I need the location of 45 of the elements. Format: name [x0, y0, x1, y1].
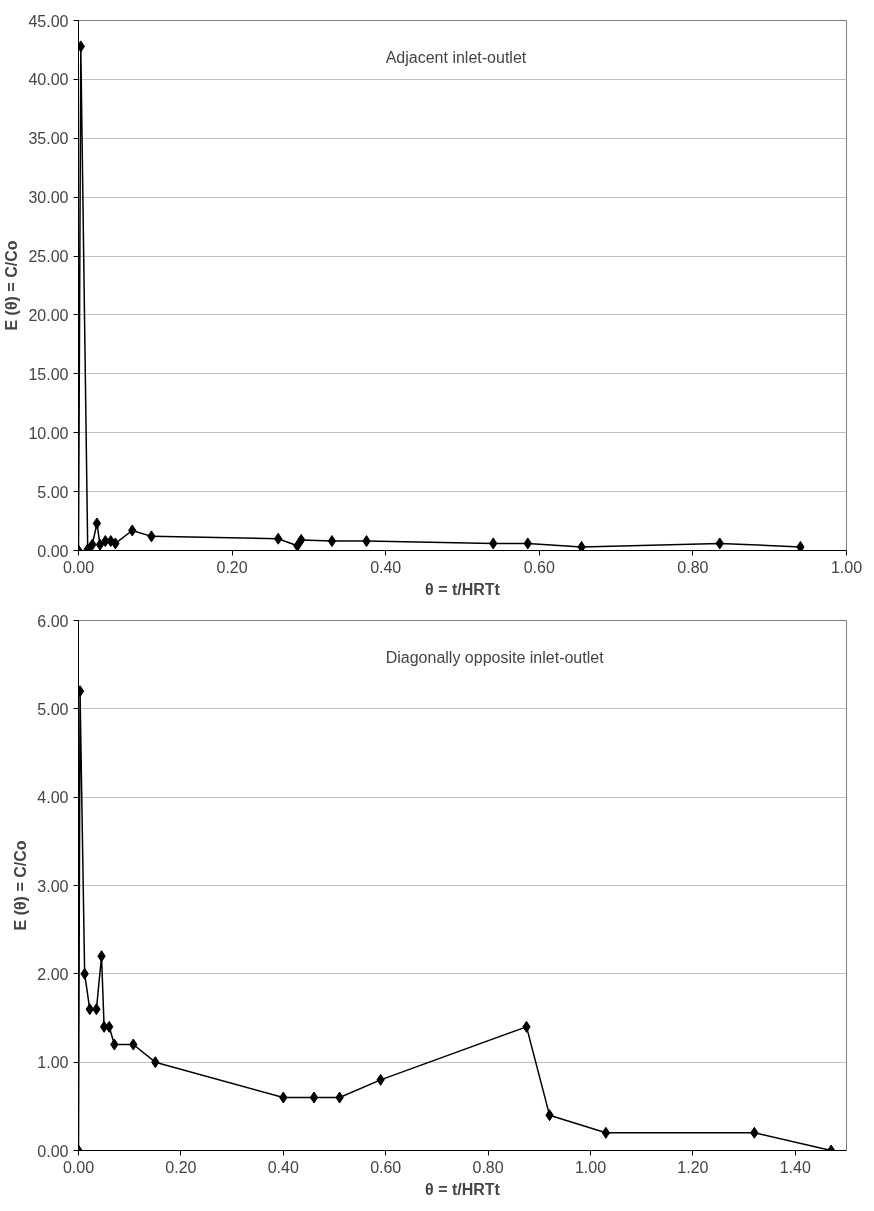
- x-tick-label: 1.00: [574, 1158, 607, 1176]
- y-tick-label: 3.00: [37, 877, 69, 895]
- point: [601, 1126, 611, 1139]
- x-tick-label: 0.40: [267, 1158, 299, 1176]
- y-axis-title: E (θ) = C/Co: [3, 240, 21, 331]
- y-tick-label: 45.00: [28, 12, 69, 30]
- x-tick-label: 1.40: [779, 1158, 811, 1176]
- x-tick-label: 0.00: [62, 558, 95, 576]
- x-tick-label: 0.80: [677, 558, 709, 576]
- y-tick-label: 6.00: [37, 612, 69, 630]
- y-tick-label: 10.00: [28, 424, 69, 442]
- y-tick-label: 2.00: [37, 965, 69, 983]
- annotation: Diagonally opposite inlet-outlet: [385, 649, 605, 667]
- point: [327, 535, 337, 548]
- y-tick-label: 5.00: [37, 700, 69, 718]
- y-axis-title: E (θ) = C/Co: [12, 840, 30, 931]
- y-tick-label: 35.00: [28, 130, 69, 148]
- annotation: Adjacent inlet-outlet: [385, 49, 527, 67]
- y-tick-label: 1.00: [37, 1054, 69, 1072]
- point: [293, 539, 302, 551]
- y-tick-label: 0.00: [37, 1142, 69, 1160]
- x-tick-label: 0.20: [165, 1158, 197, 1176]
- y-tick-label: 25.00: [28, 248, 69, 266]
- x-tick-label: 0.20: [216, 558, 248, 576]
- x-tick-label: 0.60: [523, 558, 555, 576]
- y-tick-label: 0.00: [37, 542, 69, 560]
- x-tick-label: 1.00: [830, 558, 863, 576]
- x-tick-label: 1.20: [677, 1158, 709, 1176]
- y-tick-label: 5.00: [37, 483, 69, 501]
- x-axis-title: θ = t/HRTt: [425, 580, 501, 598]
- y-tick-label: 15.00: [28, 365, 69, 383]
- x-tick-label: 0.60: [370, 1158, 402, 1176]
- point: [796, 540, 805, 551]
- x-tick-label: 0.00: [62, 1158, 95, 1176]
- point: [95, 538, 105, 551]
- y-tick-label: 30.00: [28, 189, 69, 207]
- x-axis-title: θ = t/HRTt: [425, 1180, 501, 1198]
- y-tick-label: 40.00: [28, 71, 69, 89]
- point: [577, 540, 586, 551]
- y-tick-label: 4.00: [37, 789, 69, 807]
- y-tick-label: 20.00: [28, 306, 69, 324]
- point: [92, 517, 102, 530]
- point: [309, 1091, 319, 1104]
- x-tick-label: 0.80: [472, 1158, 504, 1176]
- x-tick-label: 0.40: [370, 558, 402, 576]
